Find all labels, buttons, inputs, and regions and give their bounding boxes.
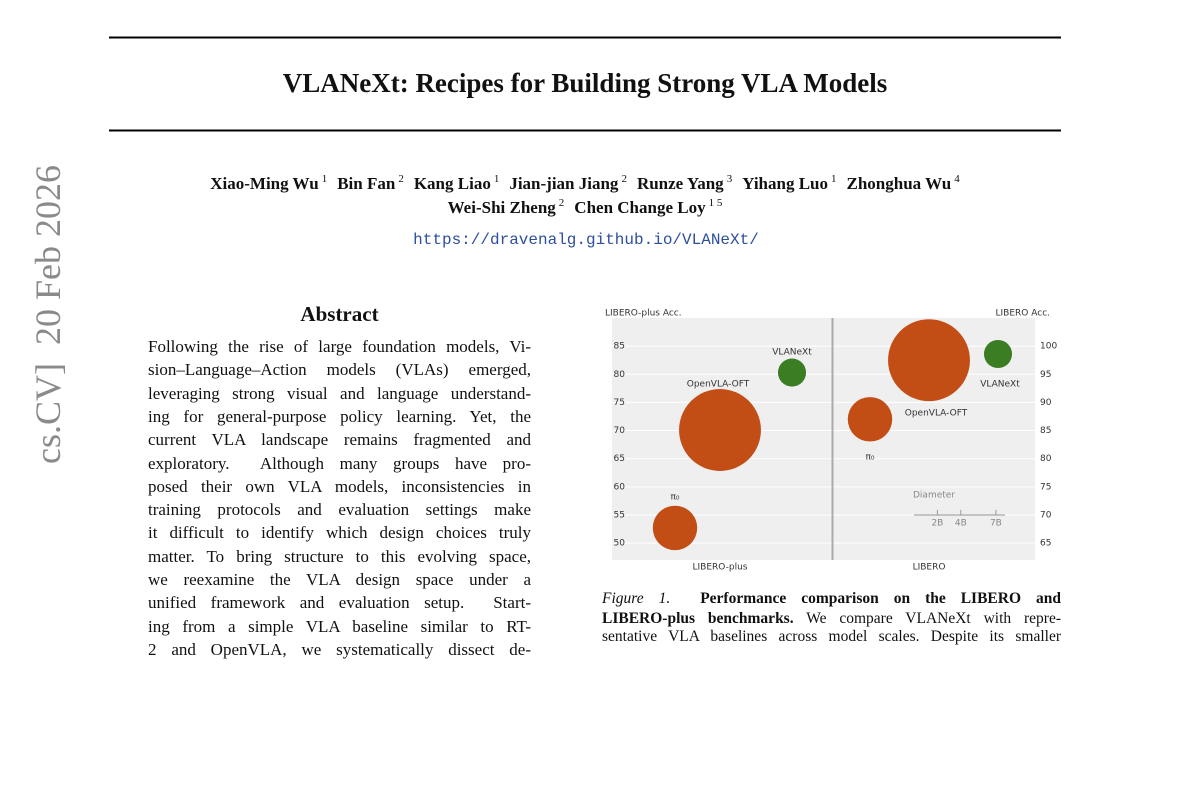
author: Bin Fan 2 [337, 173, 404, 193]
affiliation: 1 5 [708, 197, 723, 209]
page: 50 55 60 65 70 75 80 85 LIBERO-plus Acc. LIBERO-p… [0, 36, 1170, 659]
author: Xiao-Ming Wu 1 [210, 173, 328, 193]
x-axis-label: LIBERO [913, 563, 946, 573]
bubble [652, 505, 698, 551]
author-line: Xiao-Ming Wu 1 Bin Fan 2 Kang Liao 1 Jian-jian… [0, 173, 1170, 194]
y-tick-label: 70 [1040, 510, 1052, 520]
y-tick-label: 70 [614, 426, 626, 436]
legend-tick-label: 2B [931, 519, 943, 529]
y-tick-label: 80 [1040, 454, 1052, 464]
y-tick-label: 75 [1040, 482, 1051, 492]
author: Chen Change Loy 1 5 [574, 197, 723, 217]
bubble [847, 397, 893, 442]
author-name: Zhonghua Wu [846, 173, 952, 193]
abstract-line: current VLA landscape remains fragmented… [148, 430, 531, 450]
caption-line: sentative VLA baselines across model sca… [602, 628, 1061, 646]
caption-title: Performance comparison on the LIBERO and [700, 590, 1061, 607]
author: Yihang Luo 1 [742, 173, 837, 193]
abstract-line: ing from a simple VLA baseline similar t… [148, 616, 531, 636]
y-tick-label: 85 [614, 342, 625, 352]
author-name: Jian-jian Jiang [509, 173, 619, 193]
point-label: π₀ [865, 453, 874, 463]
author: Zhonghua Wu 4 [846, 173, 960, 193]
point-label: π₀ [670, 493, 679, 503]
y-tick-label: 65 [1040, 539, 1051, 549]
point-label: VLANeXt [772, 348, 812, 358]
y-tick-label: 50 [614, 539, 626, 549]
y-tick-label: 95 [1040, 370, 1051, 380]
y-tick-label: 55 [614, 510, 625, 520]
abstract-line: training protocols and evaluation settin… [148, 500, 531, 520]
x-axis-label: LIBERO-plus [693, 563, 748, 573]
legend-tick-label: 4B [955, 519, 967, 529]
arxiv-stamp: cs.CV] 20 Feb 2026 [28, 165, 68, 464]
figure-chart: 50 55 60 65 70 75 80 85 LIBERO-plus Acc. LIBERO-p… [605, 309, 1057, 573]
abstract-line: unified framework and evaluation setup. … [148, 593, 531, 613]
affiliation: 4 [954, 173, 960, 185]
point-label: VLANeXt [980, 380, 1020, 390]
abstract-line: 2 and OpenVLA, we systematically dissect… [148, 639, 531, 659]
caption-title: LIBERO-plus benchmarks. [602, 610, 794, 627]
y-tick-label: 75 [614, 398, 625, 408]
caption-text: We compare VLANeXt with repre- [806, 610, 1061, 627]
y-axis-label: LIBERO Acc. [996, 309, 1050, 319]
author-name: Yihang Luo [742, 173, 829, 193]
abstract-line: ing for general-purpose policy learning.… [148, 406, 531, 426]
abstract-line: posed their own VLA models, inconsistenc… [148, 476, 531, 496]
caption-line: LIBERO-plus benchmarks. We compare VLANe… [602, 610, 1061, 628]
caption-line: Figure 1. Performance comparison on the … [602, 590, 1061, 608]
author-name: Bin Fan [337, 173, 396, 193]
bubble [777, 358, 807, 387]
figure-label: Figure 1. [602, 590, 671, 607]
author: Runze Yang 3 [636, 173, 733, 193]
affiliation: 2 [398, 173, 404, 185]
author: Kang Liao 1 [413, 173, 500, 193]
author: Wei-Shi Zheng 2 [447, 197, 565, 217]
bubble [983, 339, 1013, 369]
legend-title: Diameter [913, 491, 955, 501]
y-tick-label: 85 [1040, 426, 1051, 436]
abstract-line: exploratory. Although many groups have p… [148, 453, 531, 473]
affiliation: 2 [621, 173, 627, 185]
caption-text: sentative VLA baselines across model sca… [602, 628, 1061, 645]
affiliation: 1 [831, 173, 837, 185]
author-name: Wei-Shi Zheng [447, 197, 556, 217]
abstract-line: leveraging strong visual and language un… [148, 383, 531, 403]
bubble [679, 389, 761, 471]
y-tick-label: 65 [614, 454, 625, 464]
y-tick-label: 90 [1040, 398, 1052, 408]
abstract-line: we reexamine the VLA design space under … [148, 570, 531, 589]
y-tick-label: 100 [1040, 342, 1057, 352]
author: Jian-jian Jiang 2 [509, 173, 627, 193]
author-name: Xiao-Ming Wu [210, 173, 319, 193]
point-label: OpenVLA-OFT [687, 380, 750, 390]
abstract-line: sion–Language–Action models (VLAs) emerg… [148, 360, 531, 380]
affiliation: 1 [321, 173, 328, 185]
paper-title: VLANeXt: Recipes for Building Strong VLA… [282, 68, 888, 98]
affiliation: 2 [558, 197, 565, 209]
affiliation: 1 [493, 173, 500, 185]
author-name: Chen Change Loy [574, 197, 706, 217]
affiliation: 3 [726, 173, 733, 185]
point-label: OpenVLA-OFT [905, 409, 968, 419]
author-name: Runze Yang [636, 173, 724, 193]
author-line: Wei-Shi Zheng 2 Chen Change Loy 1 5 [0, 197, 1170, 218]
canvas: 50 55 60 65 70 75 80 85 LIBERO-plus Acc. LIBERO-p… [109, 36, 1061, 573]
abstract-line: it difficult to identify which design ch… [148, 523, 531, 543]
author-name: Kang Liao [413, 173, 491, 193]
abstract-heading: Abstract [300, 302, 379, 326]
y-tick-label: 60 [614, 482, 626, 492]
abstract-line: matter. To bring structure to this evolv… [148, 546, 531, 566]
project-url[interactable]: https://dravenalg.github.io/VLANeXt/ [413, 231, 759, 249]
y-tick-label: 80 [614, 370, 626, 380]
y-axis-label: LIBERO-plus Acc. [605, 309, 682, 319]
bubble [888, 319, 970, 402]
abstract-line: Following the rise of large foundation m… [148, 337, 531, 356]
legend-tick-label: 7B [990, 519, 1002, 529]
